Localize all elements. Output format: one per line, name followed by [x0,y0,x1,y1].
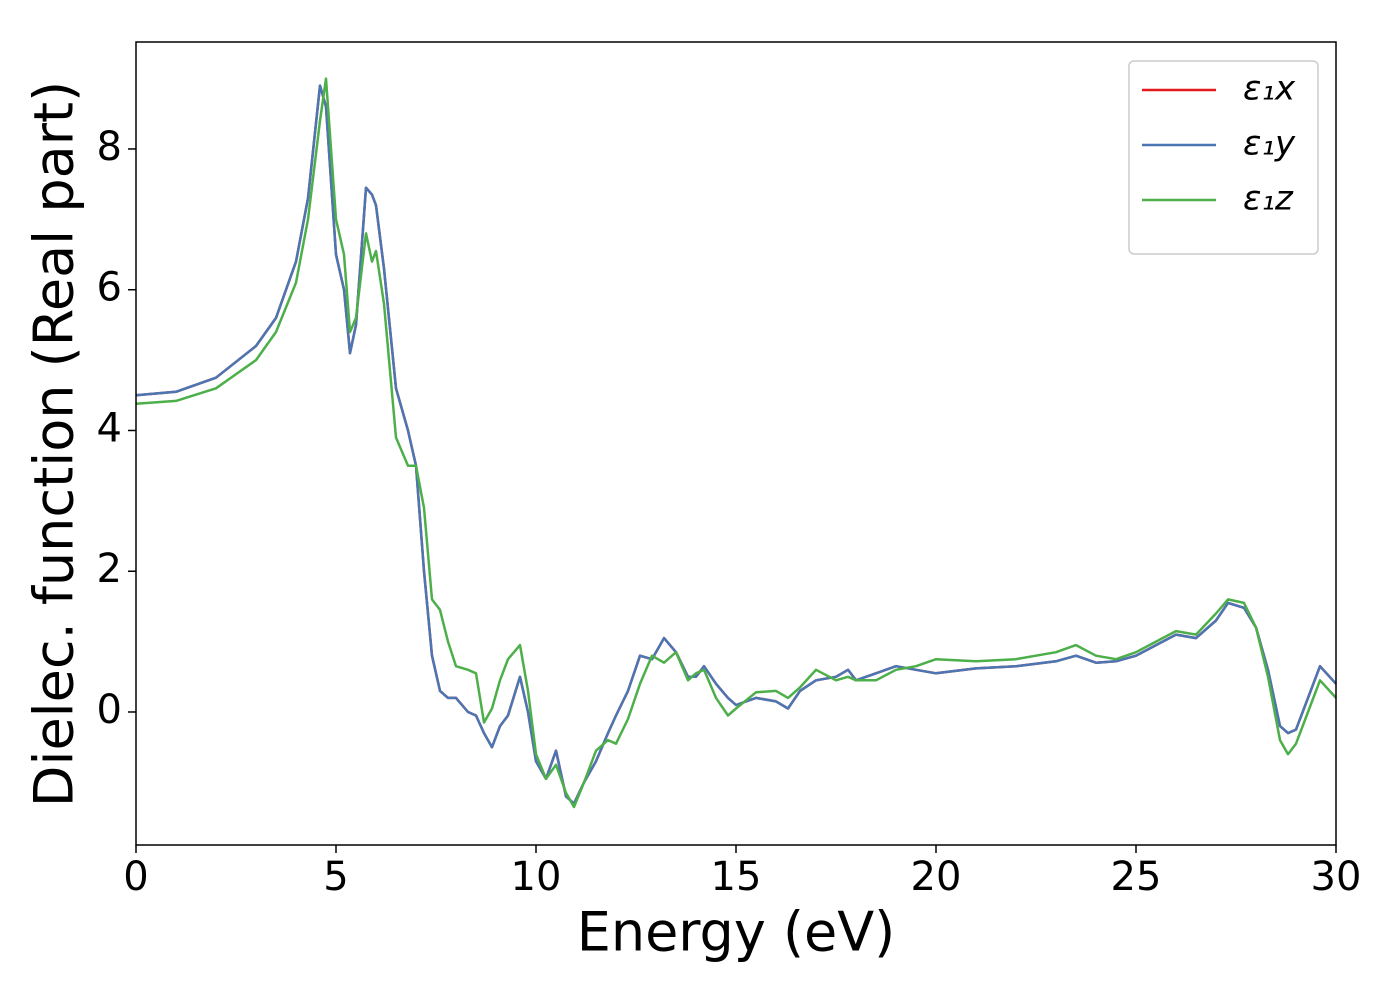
legend-label: ε₁y [1243,124,1296,164]
line-series [135,84,1337,805]
y-axis-label: Dielec. function (Real part) [23,81,86,807]
legend-label: ε₁z [1243,179,1294,219]
x-tick-label: 20 [911,854,962,900]
y-tick-label: 0 [97,687,122,733]
x-tick-label: 0 [123,854,148,900]
legend-box [1128,60,1319,255]
x-tick-label: 10 [511,854,562,900]
legend-label: ε₁x [1243,69,1296,109]
x-tick-label: 15 [711,854,762,900]
y-tick-label: 4 [97,405,122,451]
x-tick-label: 30 [1311,854,1362,900]
y-tick-label: 2 [97,546,122,592]
x-axis-label: Energy (eV) [577,901,896,964]
x-tick-label: 25 [1111,854,1162,900]
x-tick-label: 5 [323,854,348,900]
y-tick-label: 6 [97,265,122,311]
plot-frame [135,41,1337,846]
y-tick-label: 8 [97,124,122,170]
line-series [135,77,1337,809]
